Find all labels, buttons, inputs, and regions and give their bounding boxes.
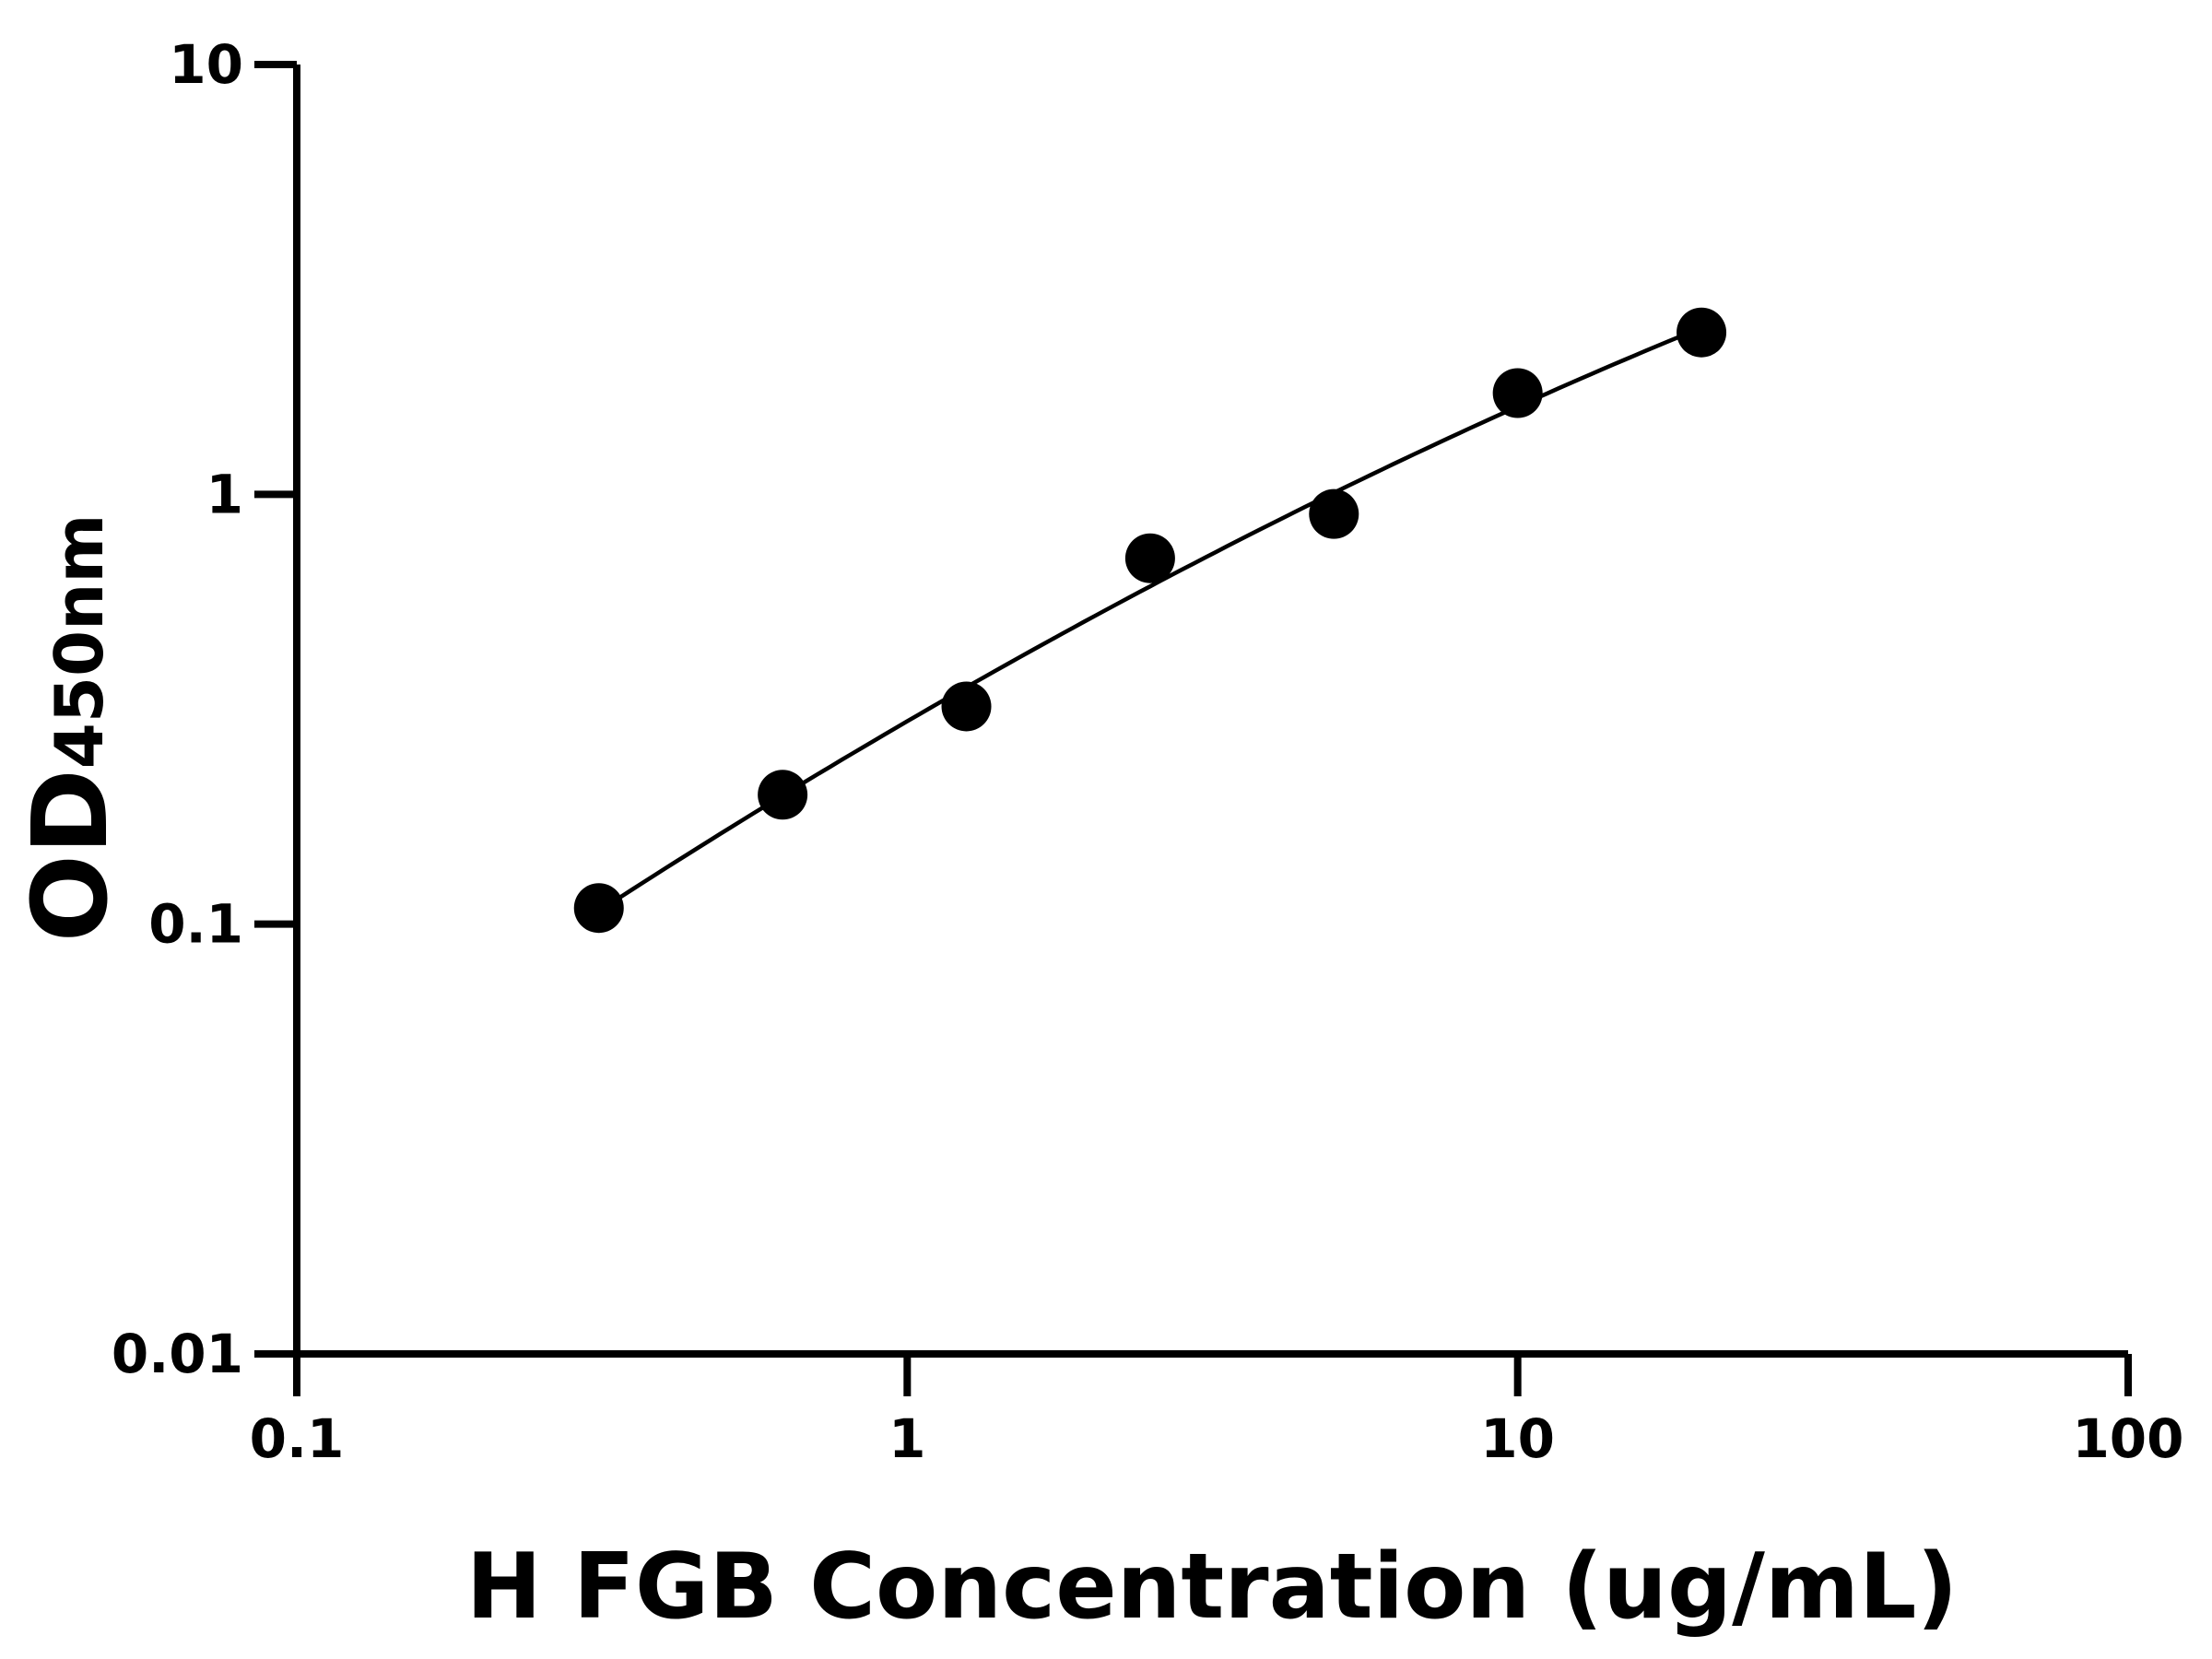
data-points (573, 307, 1727, 934)
x-tick-label: 0.1 (250, 1407, 345, 1470)
fit-curve (597, 325, 1702, 913)
x-axis-label: H FGB Concentration (ug/mL) (466, 1535, 1958, 1640)
x-tick-label: 100 (2072, 1407, 2183, 1470)
x-tick-label: 10 (1480, 1407, 1555, 1470)
x-tick-label: 1 (888, 1407, 925, 1470)
y-axis-label-main: OD (11, 769, 131, 942)
data-point (1309, 488, 1359, 539)
data-point (573, 883, 624, 934)
y-tick-label: 1 (206, 463, 243, 525)
data-point (1492, 368, 1543, 418)
data-point (941, 681, 992, 732)
data-point (1677, 307, 1727, 358)
y-axis-label: OD450nm (11, 514, 131, 943)
y-tick-label: 0.01 (112, 1323, 243, 1385)
data-point (758, 770, 808, 820)
y-axis-label-subscript: 450nm (41, 514, 118, 770)
axes (293, 65, 2128, 1358)
data-point (1124, 533, 1175, 583)
y-tick-label: 0.1 (148, 893, 243, 956)
y-tick-label: 10 (169, 33, 243, 96)
